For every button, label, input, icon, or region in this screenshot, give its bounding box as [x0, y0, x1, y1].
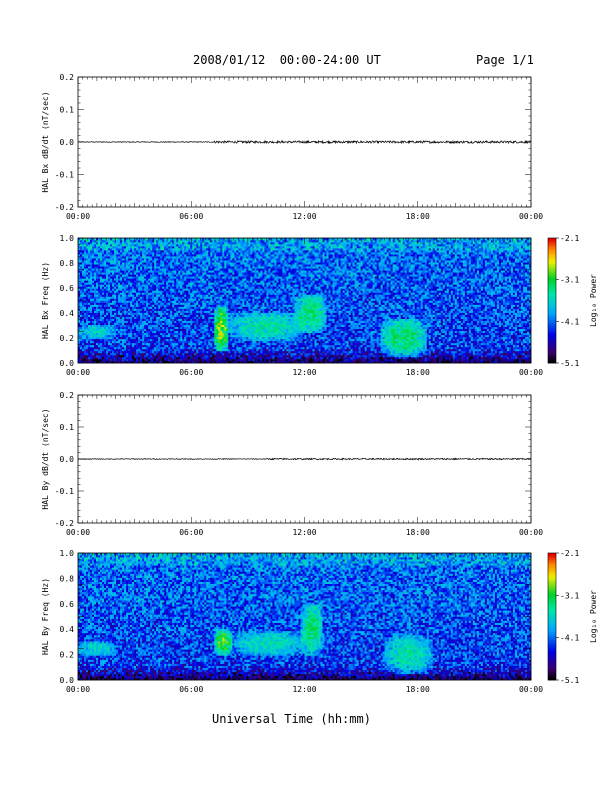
y-tick-label: 1.0 — [60, 549, 75, 558]
y-tick-label: -0.2 — [55, 519, 74, 528]
panel-3: 00:00 06:00 12:00 18:00 00:00 0.2 0.1 0.0 -0.1 -0… — [41, 391, 543, 537]
x-tick-label: 18:00 — [406, 212, 430, 221]
y-tick-label: 0.2 — [60, 391, 75, 400]
x-tick-label: 00:00 — [66, 685, 90, 694]
y-tick-label: 0.4 — [60, 625, 75, 634]
x-tick-label: 00:00 — [66, 368, 90, 377]
y-tick-label: 0.0 — [60, 676, 75, 685]
y-tick-label: 0.0 — [60, 455, 75, 464]
x-tick-label: 18:00 — [406, 528, 430, 537]
x-axis-title: Universal Time (hh:mm) — [212, 712, 371, 726]
y-tick-label: 0.2 — [60, 651, 75, 660]
colorbar-tick-label: -2.1 — [560, 549, 579, 558]
y-tick-label: 0.8 — [60, 259, 75, 268]
x-tick-label: 06:00 — [179, 528, 203, 537]
y-tick-label: 0.2 — [60, 334, 75, 343]
x-tick-label: 06:00 — [179, 685, 203, 694]
x-tick-label: 00:00 — [519, 212, 543, 221]
x-tick-label: 00:00 — [519, 685, 543, 694]
x-tick-label: 18:00 — [406, 368, 430, 377]
panel-1: 00:00 06:00 12:00 18:00 00:00 0.2 0.1 0.0 -0.1 -0… — [41, 73, 543, 221]
x-tick-label: 06:00 — [179, 212, 203, 221]
y-tick-label: 0.4 — [60, 309, 75, 318]
dbdt-trace — [78, 458, 531, 459]
y-tick-label: 0.2 — [60, 73, 75, 82]
colorbar: -2.1 -3.1 -4.1 -5.1 Log₁₀ Power — [548, 234, 598, 368]
colorbar-label: Log₁₀ Power — [589, 590, 598, 643]
colorbar-tick-label: -5.1 — [560, 676, 579, 685]
y-axis-title: HAL Bx dB/dt (nT/sec) — [41, 91, 50, 192]
y-tick-label: 0.1 — [60, 423, 75, 432]
x-tick-label: 00:00 — [66, 212, 90, 221]
x-tick-label: 12:00 — [292, 368, 316, 377]
panel-2: -2.1 -3.1 -4.1 -5.1 Log₁₀ Power 00:00 06:00 12:… — [41, 234, 598, 377]
x-tick-label: 12:00 — [292, 528, 316, 537]
y-tick-label: -0.2 — [55, 203, 74, 212]
dbdt-trace — [78, 141, 531, 143]
x-tick-label: 00:00 — [66, 528, 90, 537]
colorbar-tick-label: -4.1 — [560, 634, 579, 643]
colorbar: -2.1 -3.1 -4.1 -5.1 Log₁₀ Power — [548, 549, 598, 685]
y-tick-label: 0.0 — [60, 138, 75, 147]
y-tick-label: 0.6 — [60, 284, 75, 293]
y-tick-label: 0.6 — [60, 600, 75, 609]
colorbar-tick-label: -5.1 — [560, 359, 579, 368]
y-tick-label: 1.0 — [60, 234, 75, 243]
colorbar-tick-label: -2.1 — [560, 234, 579, 243]
y-axis-title: HAL By dB/dt (nT/sec) — [41, 408, 50, 509]
x-tick-label: 06:00 — [179, 368, 203, 377]
colorbar-tick-label: -4.1 — [560, 317, 579, 326]
spectrogram-cells — [78, 553, 531, 680]
colorbar-tick-label: -3.1 — [560, 276, 579, 285]
y-tick-label: -0.1 — [55, 171, 74, 180]
y-axis-title: HAL Bx Freq (Hz) — [41, 262, 50, 339]
y-tick-label: 0.8 — [60, 574, 75, 583]
x-tick-label: 00:00 — [519, 528, 543, 537]
x-tick-label: 18:00 — [406, 685, 430, 694]
y-tick-label: 0.1 — [60, 106, 75, 115]
y-tick-label: 0.0 — [60, 359, 75, 368]
x-tick-label: 00:00 — [519, 368, 543, 377]
colorbar-tick-label: -3.1 — [560, 591, 579, 600]
panel-4: -2.1 -3.1 -4.1 -5.1 Log₁₀ Power 00:00 06:00 12:… — [41, 549, 598, 694]
y-tick-label: -0.1 — [55, 487, 74, 496]
spectrogram-cells — [78, 238, 531, 363]
x-tick-label: 12:00 — [292, 685, 316, 694]
colorbar-label: Log₁₀ Power — [589, 274, 598, 327]
x-tick-label: 12:00 — [292, 212, 316, 221]
y-axis-title: HAL By Freq (Hz) — [41, 578, 50, 655]
